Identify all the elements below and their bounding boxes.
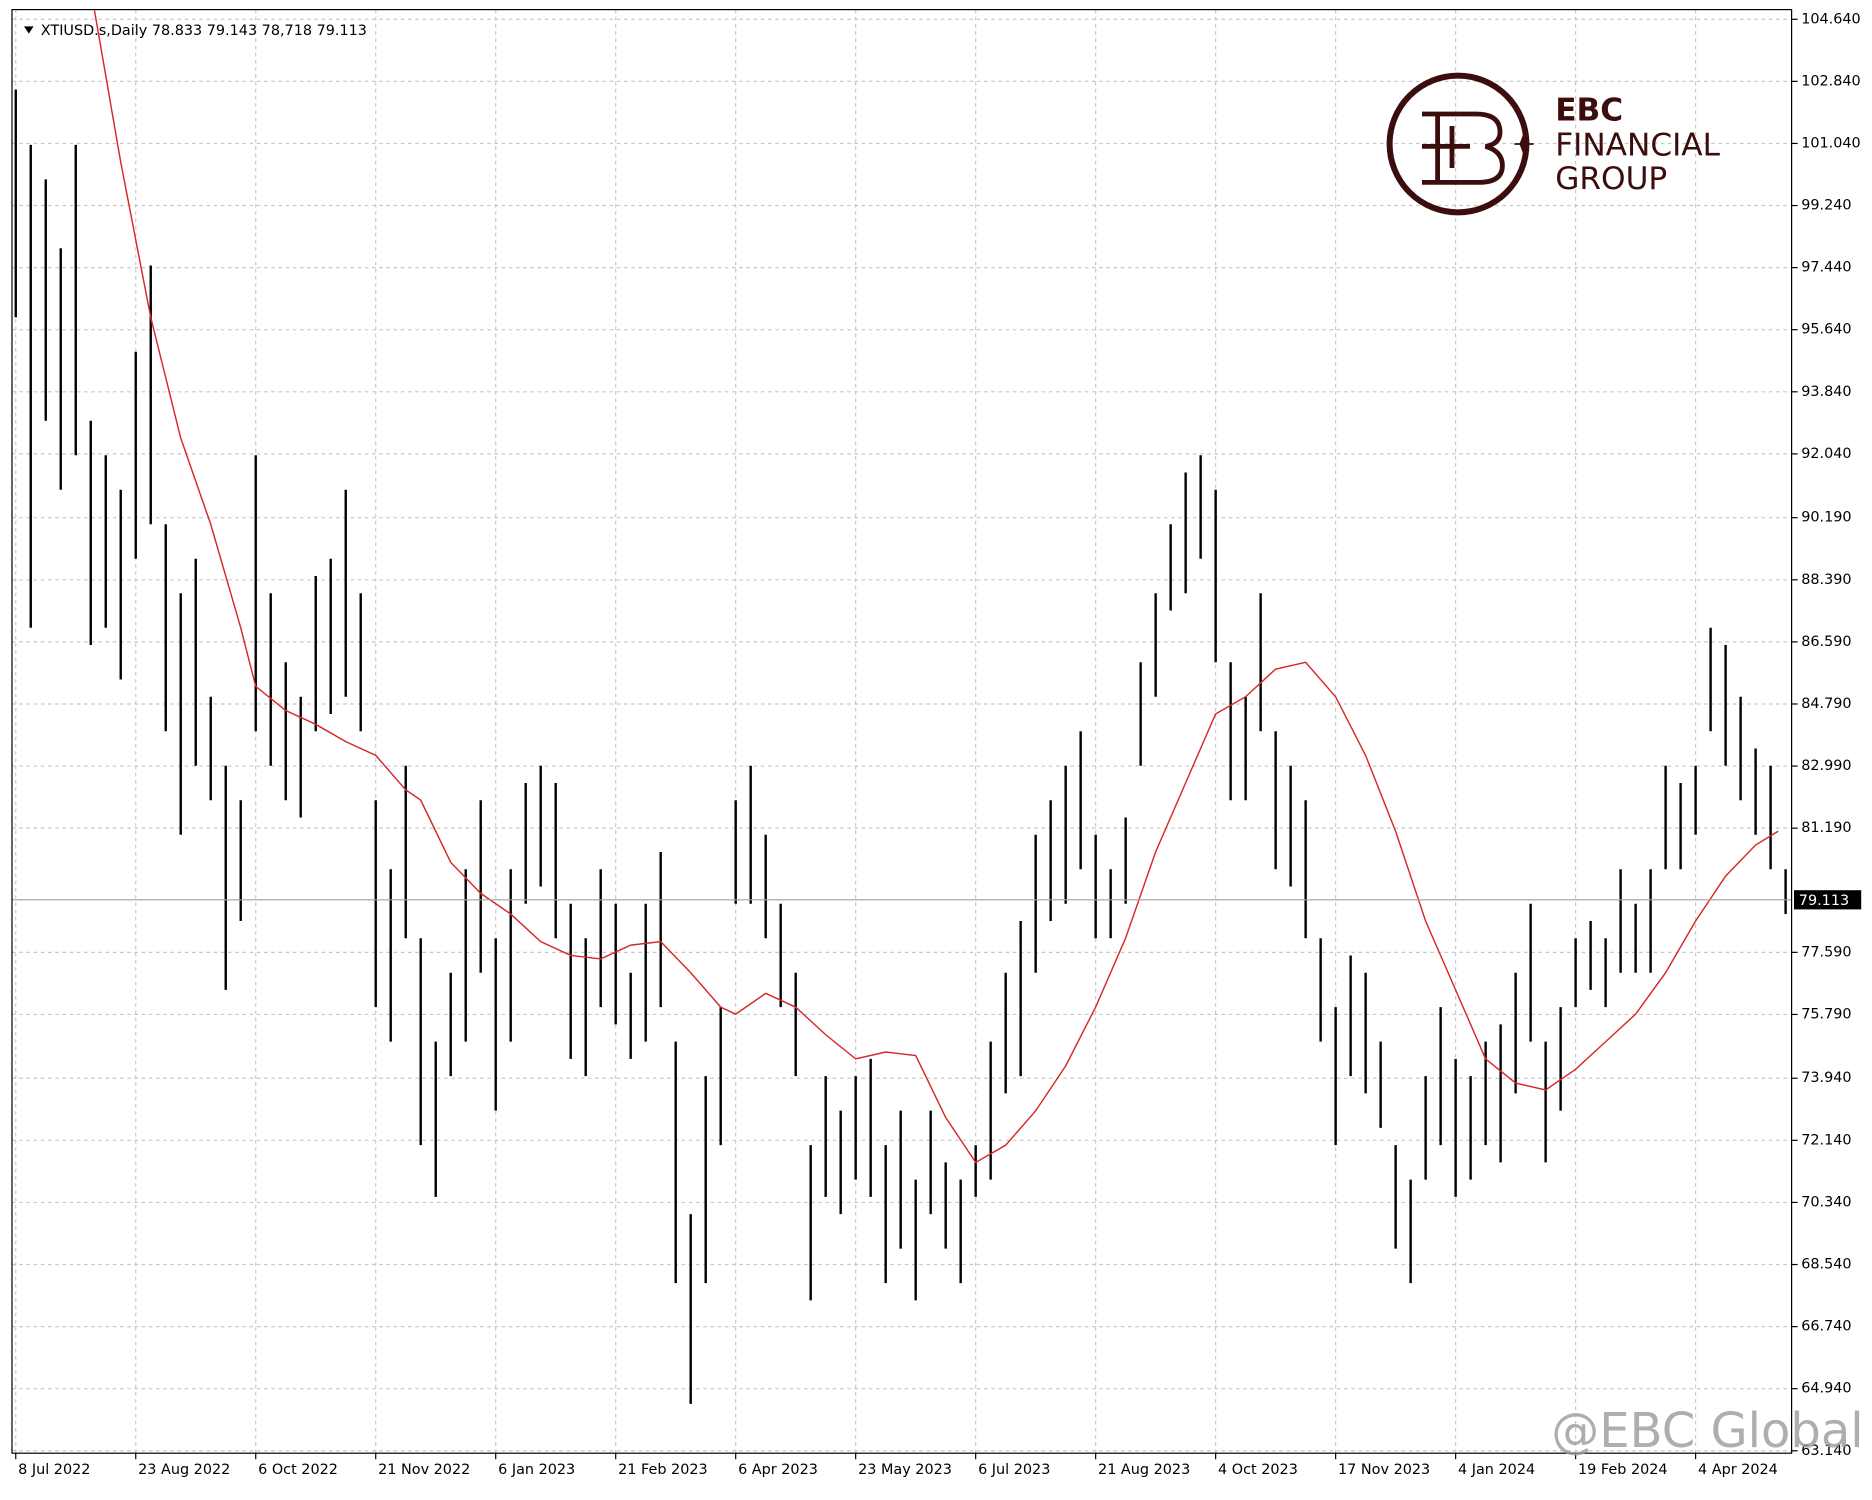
- y-tick-label: 93.840: [1801, 384, 1851, 400]
- watermark: @EBC Global: [1551, 1403, 1863, 1459]
- logo-star: [1514, 131, 1534, 157]
- y-tick-label: 104.640: [1801, 11, 1861, 27]
- x-tick-label: 6 Jan 2023: [498, 1462, 575, 1478]
- x-tick-label: 21 Aug 2023: [1098, 1462, 1190, 1478]
- y-tick-label: 75.790: [1801, 1006, 1851, 1022]
- y-tick-label: 90.190: [1801, 510, 1851, 526]
- x-tick-label: 21 Feb 2023: [618, 1462, 708, 1478]
- logo-text: FINANCIAL: [1555, 127, 1720, 163]
- x-tick-label: 8 Jul 2022: [18, 1462, 90, 1478]
- marks: [12, 10, 1792, 1404]
- y-tick-label: 64.940: [1801, 1381, 1851, 1397]
- y-tick-label: 92.040: [1801, 446, 1851, 462]
- logo-text: EBC: [1555, 93, 1623, 129]
- plot-frame: [11, 9, 1793, 1454]
- x-tick-label: 23 May 2023: [858, 1462, 952, 1478]
- y-tick-label: 101.040: [1801, 135, 1861, 151]
- y-tick-label: 68.540: [1801, 1257, 1851, 1273]
- y-tick-label: 97.440: [1801, 260, 1851, 276]
- logo-mark: [1422, 111, 1505, 185]
- last-price-label: 79.113: [1799, 893, 1849, 909]
- y-tick-label: 81.190: [1801, 820, 1851, 836]
- logo-text: GROUP: [1555, 161, 1667, 197]
- y-tick-label: 77.590: [1801, 944, 1851, 960]
- x-tick-label: 23 Aug 2022: [138, 1462, 230, 1478]
- y-tick-label: 86.590: [1801, 634, 1851, 650]
- y-tick-label: 72.140: [1801, 1132, 1851, 1148]
- logo: EBC FINANCIAL GROUP: [1386, 72, 1721, 216]
- y-tick-label: 66.740: [1801, 1319, 1851, 1335]
- x-tick-label: 4 Apr 2024: [1698, 1462, 1778, 1478]
- y-tick-label: 82.990: [1801, 758, 1851, 774]
- x-tick-label: 17 Nov 2023: [1338, 1462, 1430, 1478]
- y-tick-label: 99.240: [1801, 198, 1851, 214]
- y-tick-label: 70.340: [1801, 1194, 1851, 1210]
- x-tick-label: 6 Apr 2023: [738, 1462, 818, 1478]
- x-tick-label: 6 Oct 2022: [258, 1462, 338, 1478]
- y-tick-label: 84.790: [1801, 696, 1851, 712]
- y-tick-label: 88.390: [1801, 572, 1851, 588]
- x-tick-label: 6 Jul 2023: [978, 1462, 1050, 1478]
- x-tick-label: 19 Feb 2024: [1578, 1462, 1668, 1478]
- y-tick-label: 95.640: [1801, 322, 1851, 338]
- x-tick-label: 21 Nov 2022: [378, 1462, 470, 1478]
- y-tick-label: 102.840: [1801, 73, 1861, 89]
- y-tick-label: 73.940: [1801, 1070, 1851, 1086]
- grid: 104.640 102.840 101.040 99.240 97.440 95.640 9…: [12, 9, 1861, 1478]
- moving-average: [93, 10, 1779, 1164]
- dropdown-arrow: [24, 26, 34, 34]
- last-price-box: [1794, 890, 1862, 910]
- x-tick-label: 4 Jan 2024: [1458, 1462, 1535, 1478]
- chart-title: XTIUSD.s,Daily 78.833 79.143 78,718 79.1…: [41, 23, 367, 39]
- x-tick-label: 4 Oct 2023: [1218, 1462, 1298, 1478]
- y-tick-label: 63.140: [1801, 1443, 1851, 1459]
